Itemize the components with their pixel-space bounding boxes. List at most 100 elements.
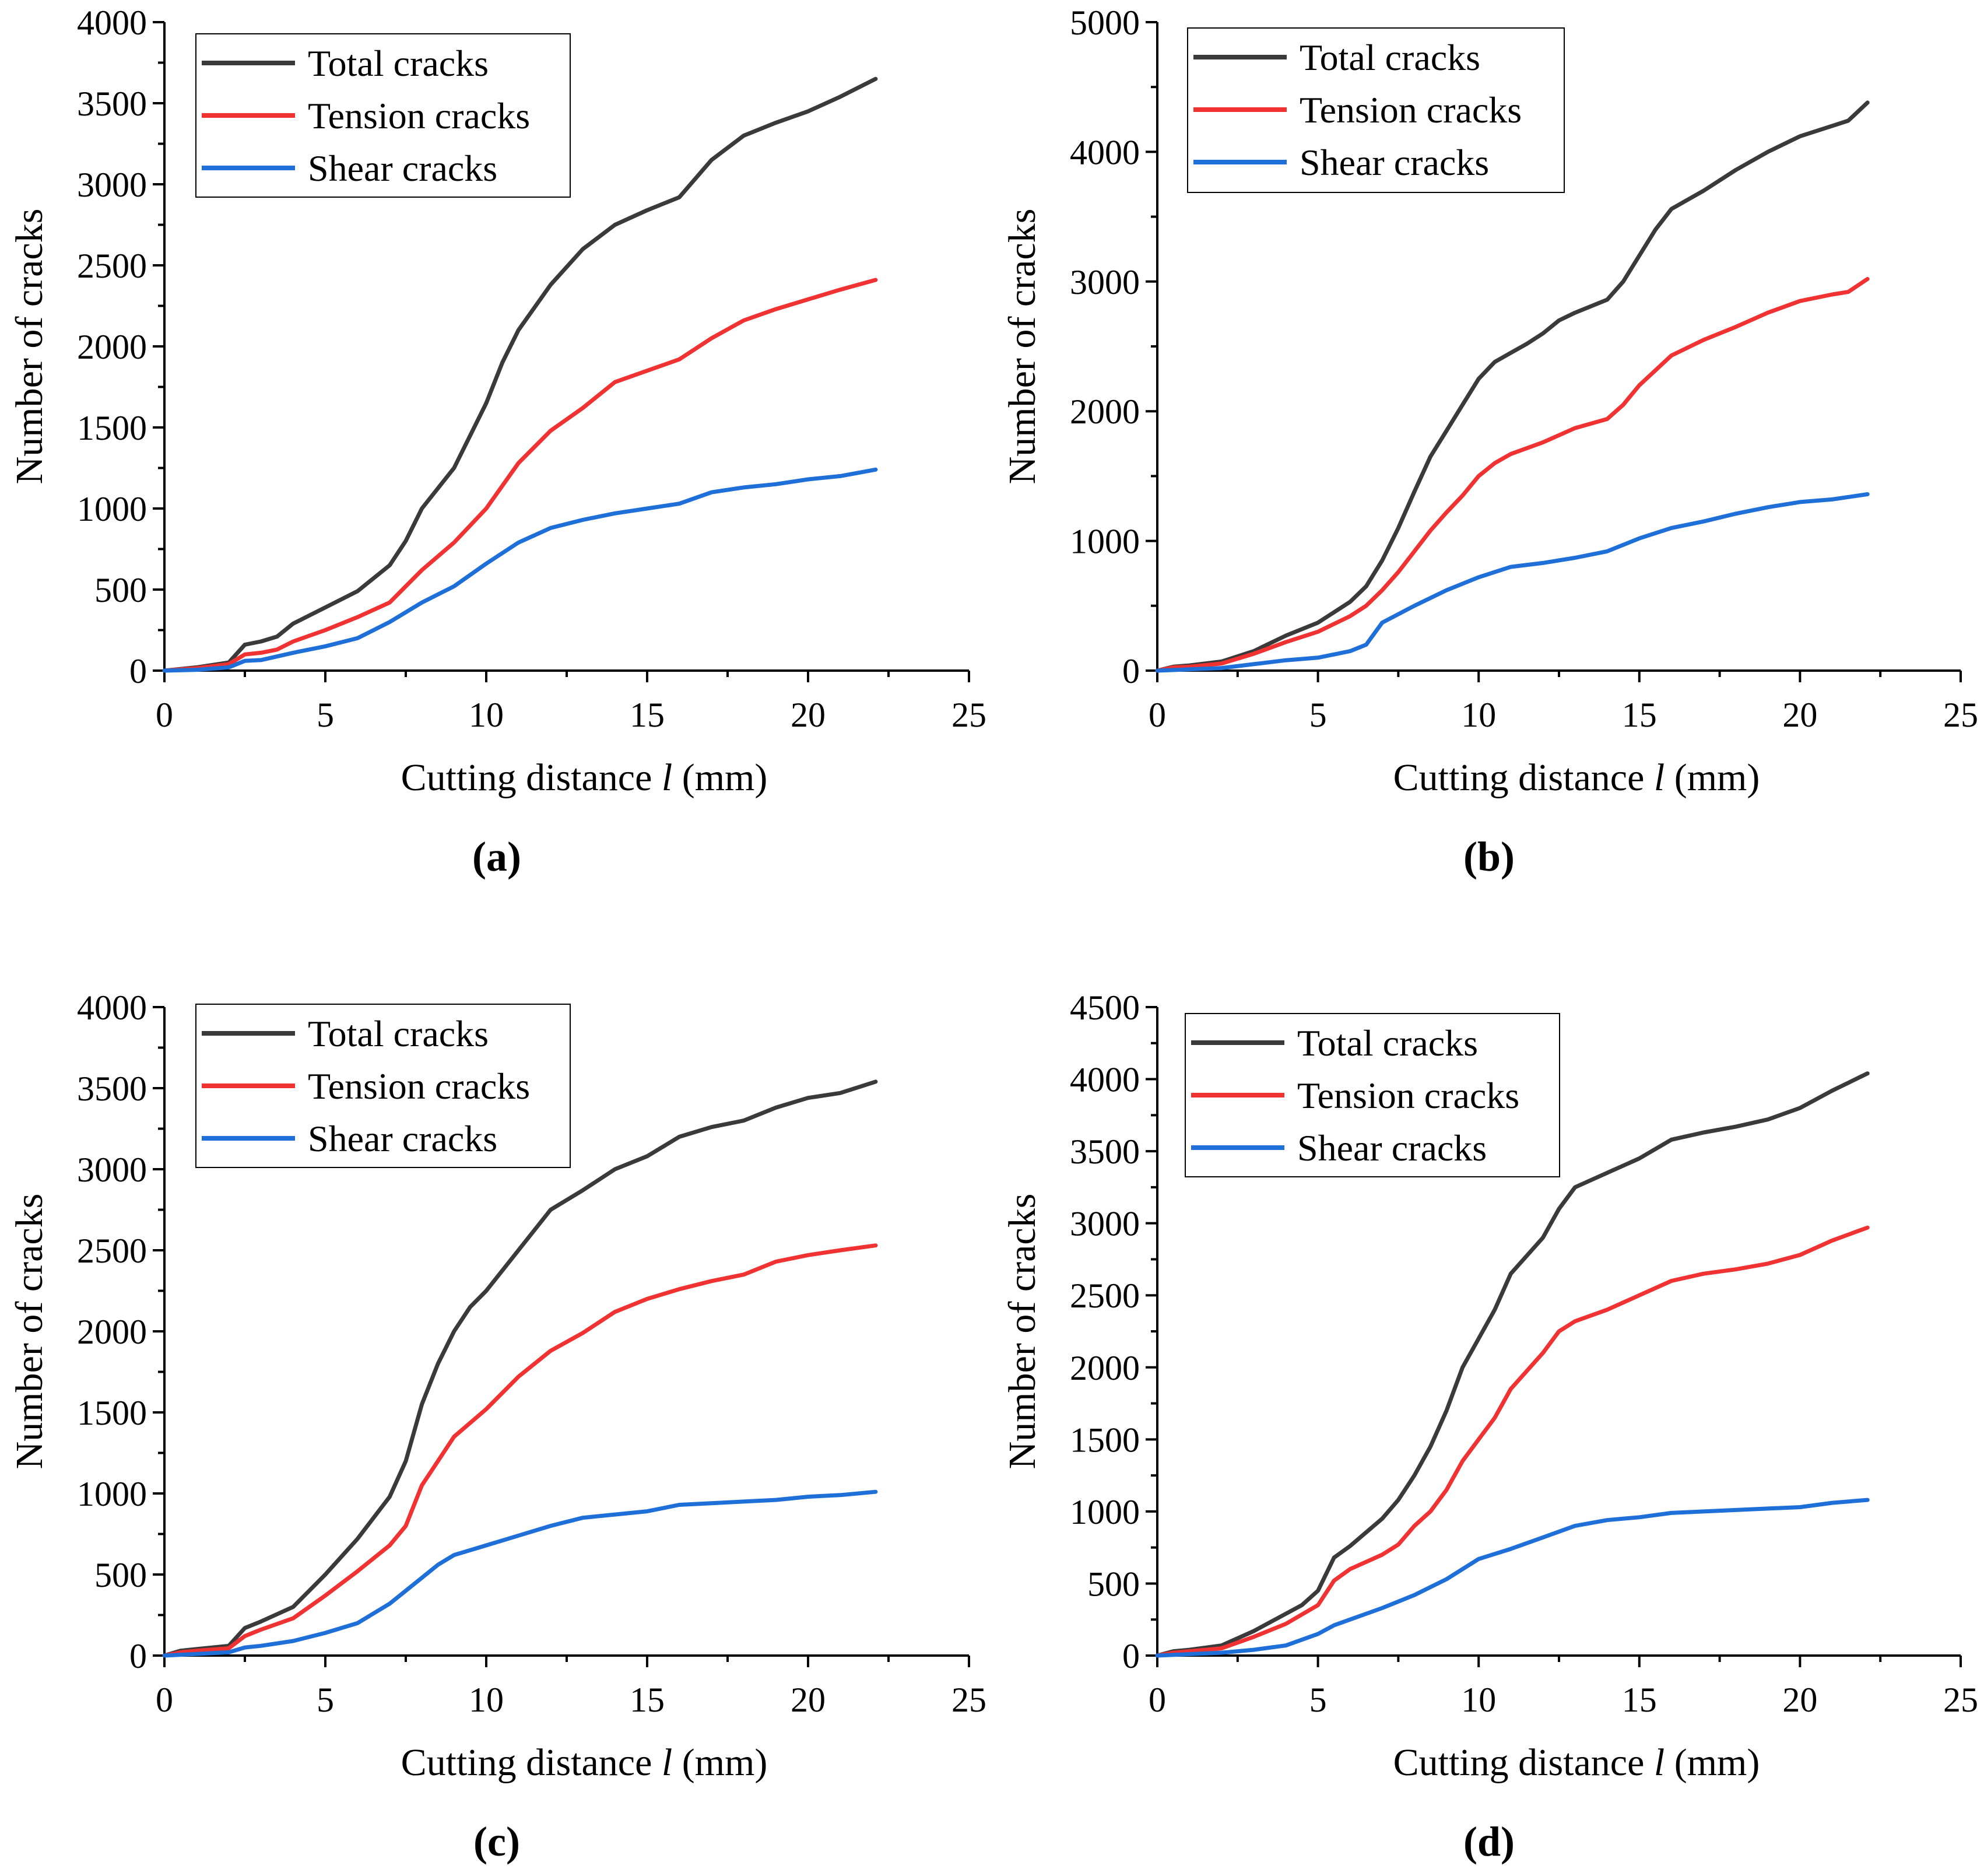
legend-label-shear: Shear cracks bbox=[308, 148, 497, 189]
y-tick-label: 500 bbox=[94, 571, 147, 609]
shear-cracks-line bbox=[162, 467, 878, 673]
x-tick-label: 5 bbox=[317, 696, 334, 734]
panel-label: (a) bbox=[472, 833, 521, 880]
x-tick-label: 5 bbox=[317, 1681, 334, 1719]
y-tick-label: 0 bbox=[129, 652, 147, 690]
tension-cracks-line bbox=[1155, 1225, 1870, 1658]
y-tick-label: 4000 bbox=[1070, 1061, 1140, 1099]
x-tick-label: 0 bbox=[1149, 1681, 1166, 1719]
y-tick-label: 1500 bbox=[77, 409, 147, 447]
y-tick-label: 4000 bbox=[77, 3, 147, 42]
x-tick-label: 20 bbox=[1782, 1681, 1817, 1719]
y-tick-label: 3000 bbox=[1070, 263, 1140, 301]
x-tick-label: 25 bbox=[951, 1681, 986, 1719]
y-tick-label: 0 bbox=[129, 1637, 147, 1675]
y-tick-label: 3500 bbox=[77, 1070, 147, 1108]
legend: Total cracks Tension cracks Shear cracks bbox=[1185, 1013, 1560, 1177]
legend-label-total: Total cracks bbox=[308, 43, 489, 84]
tension-cracks-line bbox=[162, 278, 878, 673]
y-tick-label: 2500 bbox=[77, 247, 147, 285]
y-tick-label: 3000 bbox=[1070, 1205, 1140, 1243]
y-tick-label: 1000 bbox=[77, 1475, 147, 1513]
x-tick-label: 10 bbox=[469, 696, 504, 734]
y-tick-label: 2000 bbox=[77, 1313, 147, 1351]
y-tick-label: 4000 bbox=[77, 988, 147, 1027]
panel-c: 0 5 10 15 20 25 0 500 1000 1500 2000 2500 3000 3500 40… bbox=[8, 988, 986, 1865]
panel-label: (c) bbox=[473, 1818, 520, 1865]
y-tick-label: 4000 bbox=[1070, 133, 1140, 171]
y-tick-label: 2000 bbox=[1070, 1349, 1140, 1387]
total-cracks-line bbox=[162, 1079, 878, 1658]
y-tick-label: 3000 bbox=[77, 1151, 147, 1189]
y-tick-label: 5000 bbox=[1070, 3, 1140, 42]
legend-label-total: Total cracks bbox=[1297, 1022, 1478, 1064]
legend: Total cracks Tension cracks Shear cracks bbox=[195, 1004, 571, 1168]
y-tick-label: 3500 bbox=[1070, 1132, 1140, 1171]
x-tick-label: 20 bbox=[791, 1681, 826, 1719]
x-tick-label: 5 bbox=[1309, 696, 1327, 734]
legend-label-total: Total cracks bbox=[1300, 37, 1480, 78]
total-cracks-line bbox=[1155, 1071, 1870, 1658]
panel-label: (d) bbox=[1463, 1818, 1515, 1865]
y-tick-label: 1000 bbox=[77, 490, 147, 528]
x-tick-label: 15 bbox=[630, 1681, 665, 1719]
panel-b: 0 5 10 15 20 25 0 1000 2000 3000 4000 5000 Total cra… bbox=[1001, 3, 1978, 880]
x-tick-label: 0 bbox=[1149, 696, 1166, 734]
shear-cracks-line bbox=[1155, 1498, 1870, 1658]
x-tick-label: 10 bbox=[1461, 1681, 1496, 1719]
legend-label-tension: Tension cracks bbox=[308, 95, 530, 136]
total-cracks-line bbox=[162, 76, 878, 673]
legend: Total cracks Tension cracks Shear cracks bbox=[1187, 27, 1565, 193]
shear-cracks-line bbox=[162, 1489, 878, 1658]
y-tick-label: 2500 bbox=[77, 1232, 147, 1270]
x-tick-label: 15 bbox=[630, 696, 665, 734]
legend: Total cracks Tension cracks Shear cracks bbox=[195, 33, 571, 198]
y-tick-label: 0 bbox=[1122, 652, 1140, 690]
y-tick-label: 3500 bbox=[77, 85, 147, 123]
legend-label-shear: Shear cracks bbox=[308, 1118, 497, 1159]
y-tick-label: 2000 bbox=[1070, 392, 1140, 431]
y-tick-label: 500 bbox=[1087, 1565, 1140, 1603]
y-tick-label: 3000 bbox=[77, 166, 147, 204]
x-tick-label: 0 bbox=[156, 696, 173, 734]
x-tick-label: 25 bbox=[1943, 1681, 1978, 1719]
x-tick-label: 15 bbox=[1622, 696, 1657, 734]
legend-label-shear: Shear cracks bbox=[1297, 1127, 1487, 1169]
x-tick-label: 10 bbox=[1461, 696, 1496, 734]
x-tick-label: 20 bbox=[1782, 696, 1817, 734]
tension-cracks-line bbox=[1155, 276, 1870, 673]
x-tick-label: 20 bbox=[791, 696, 826, 734]
x-tick-label: 0 bbox=[156, 1681, 173, 1719]
panel-a: 0 5 10 15 20 25 0 500 1000 1500 2000 2500 3000 3500 40… bbox=[8, 3, 986, 880]
y-tick-label: 2000 bbox=[77, 328, 147, 366]
y-axis-label: Number of cracks bbox=[1001, 1194, 1044, 1470]
shear-cracks-line bbox=[1155, 492, 1870, 673]
y-tick-label: 1500 bbox=[77, 1394, 147, 1432]
x-tick-label: 5 bbox=[1309, 1681, 1327, 1719]
legend-label-tension: Tension cracks bbox=[1297, 1075, 1519, 1116]
panel-label: (b) bbox=[1463, 833, 1515, 880]
y-tick-label: 1000 bbox=[1070, 523, 1140, 561]
x-tick-label: 25 bbox=[1943, 696, 1978, 734]
y-tick-label: 1000 bbox=[1070, 1493, 1140, 1531]
x-tick-label: 15 bbox=[1622, 1681, 1657, 1719]
x-tick-label: 25 bbox=[951, 696, 986, 734]
legend-label-shear: Shear cracks bbox=[1300, 142, 1489, 183]
panel-d: 0 5 10 15 20 25 0 500 1000 1500 2000 2500 3000 3500 40… bbox=[1001, 988, 1978, 1865]
tension-cracks-line bbox=[162, 1243, 878, 1658]
y-tick-label: 2500 bbox=[1070, 1277, 1140, 1315]
total-cracks-line bbox=[1155, 100, 1870, 673]
x-axis-label: Cutting distance l (mm) bbox=[401, 756, 768, 799]
y-tick-label: 1500 bbox=[1070, 1421, 1140, 1459]
x-axis-label: Cutting distance l (mm) bbox=[1393, 756, 1760, 799]
y-axis-label: Number of cracks bbox=[8, 209, 51, 485]
y-axis-label: Number of cracks bbox=[8, 1194, 51, 1470]
y-tick-label: 0 bbox=[1122, 1637, 1140, 1675]
legend-label-tension: Tension cracks bbox=[308, 1065, 530, 1107]
x-axis-label: Cutting distance l (mm) bbox=[401, 1741, 768, 1784]
y-tick-label: 500 bbox=[94, 1556, 147, 1594]
legend-label-total: Total cracks bbox=[308, 1013, 489, 1054]
y-tick-label: 4500 bbox=[1070, 988, 1140, 1027]
x-axis-label: Cutting distance l (mm) bbox=[1393, 1741, 1760, 1784]
